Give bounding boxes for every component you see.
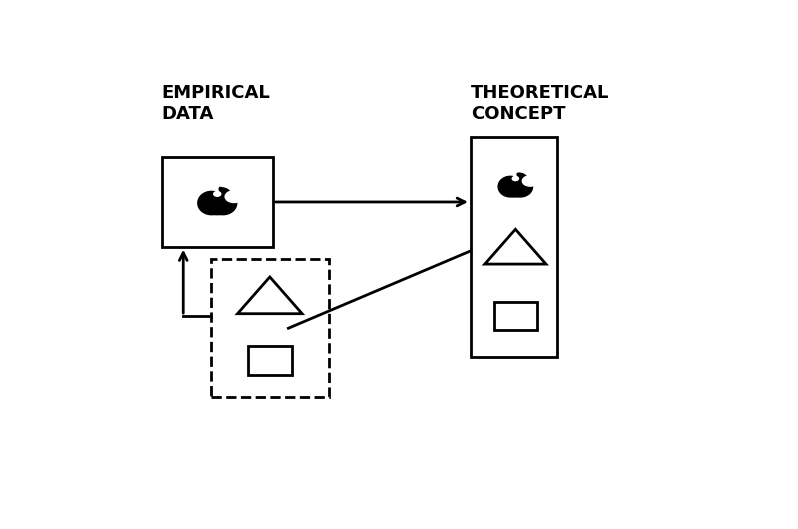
- Text: EMPIRICAL
DATA: EMPIRICAL DATA: [161, 84, 271, 123]
- Bar: [471, 137, 557, 357]
- Ellipse shape: [225, 191, 243, 203]
- Ellipse shape: [517, 173, 526, 178]
- Text: THEORETICAL
CONCEPT: THEORETICAL CONCEPT: [471, 84, 609, 123]
- FancyBboxPatch shape: [219, 187, 221, 193]
- Ellipse shape: [203, 196, 231, 215]
- Ellipse shape: [209, 191, 237, 215]
- FancyBboxPatch shape: [517, 172, 519, 178]
- Ellipse shape: [498, 176, 523, 197]
- Bar: [161, 157, 273, 247]
- Ellipse shape: [523, 176, 538, 186]
- Ellipse shape: [214, 191, 221, 196]
- Ellipse shape: [198, 191, 225, 215]
- Bar: [494, 302, 537, 330]
- Ellipse shape: [219, 188, 229, 193]
- Ellipse shape: [508, 176, 532, 197]
- Bar: [211, 259, 329, 397]
- Ellipse shape: [503, 180, 528, 197]
- Ellipse shape: [512, 177, 519, 180]
- Bar: [247, 346, 292, 376]
